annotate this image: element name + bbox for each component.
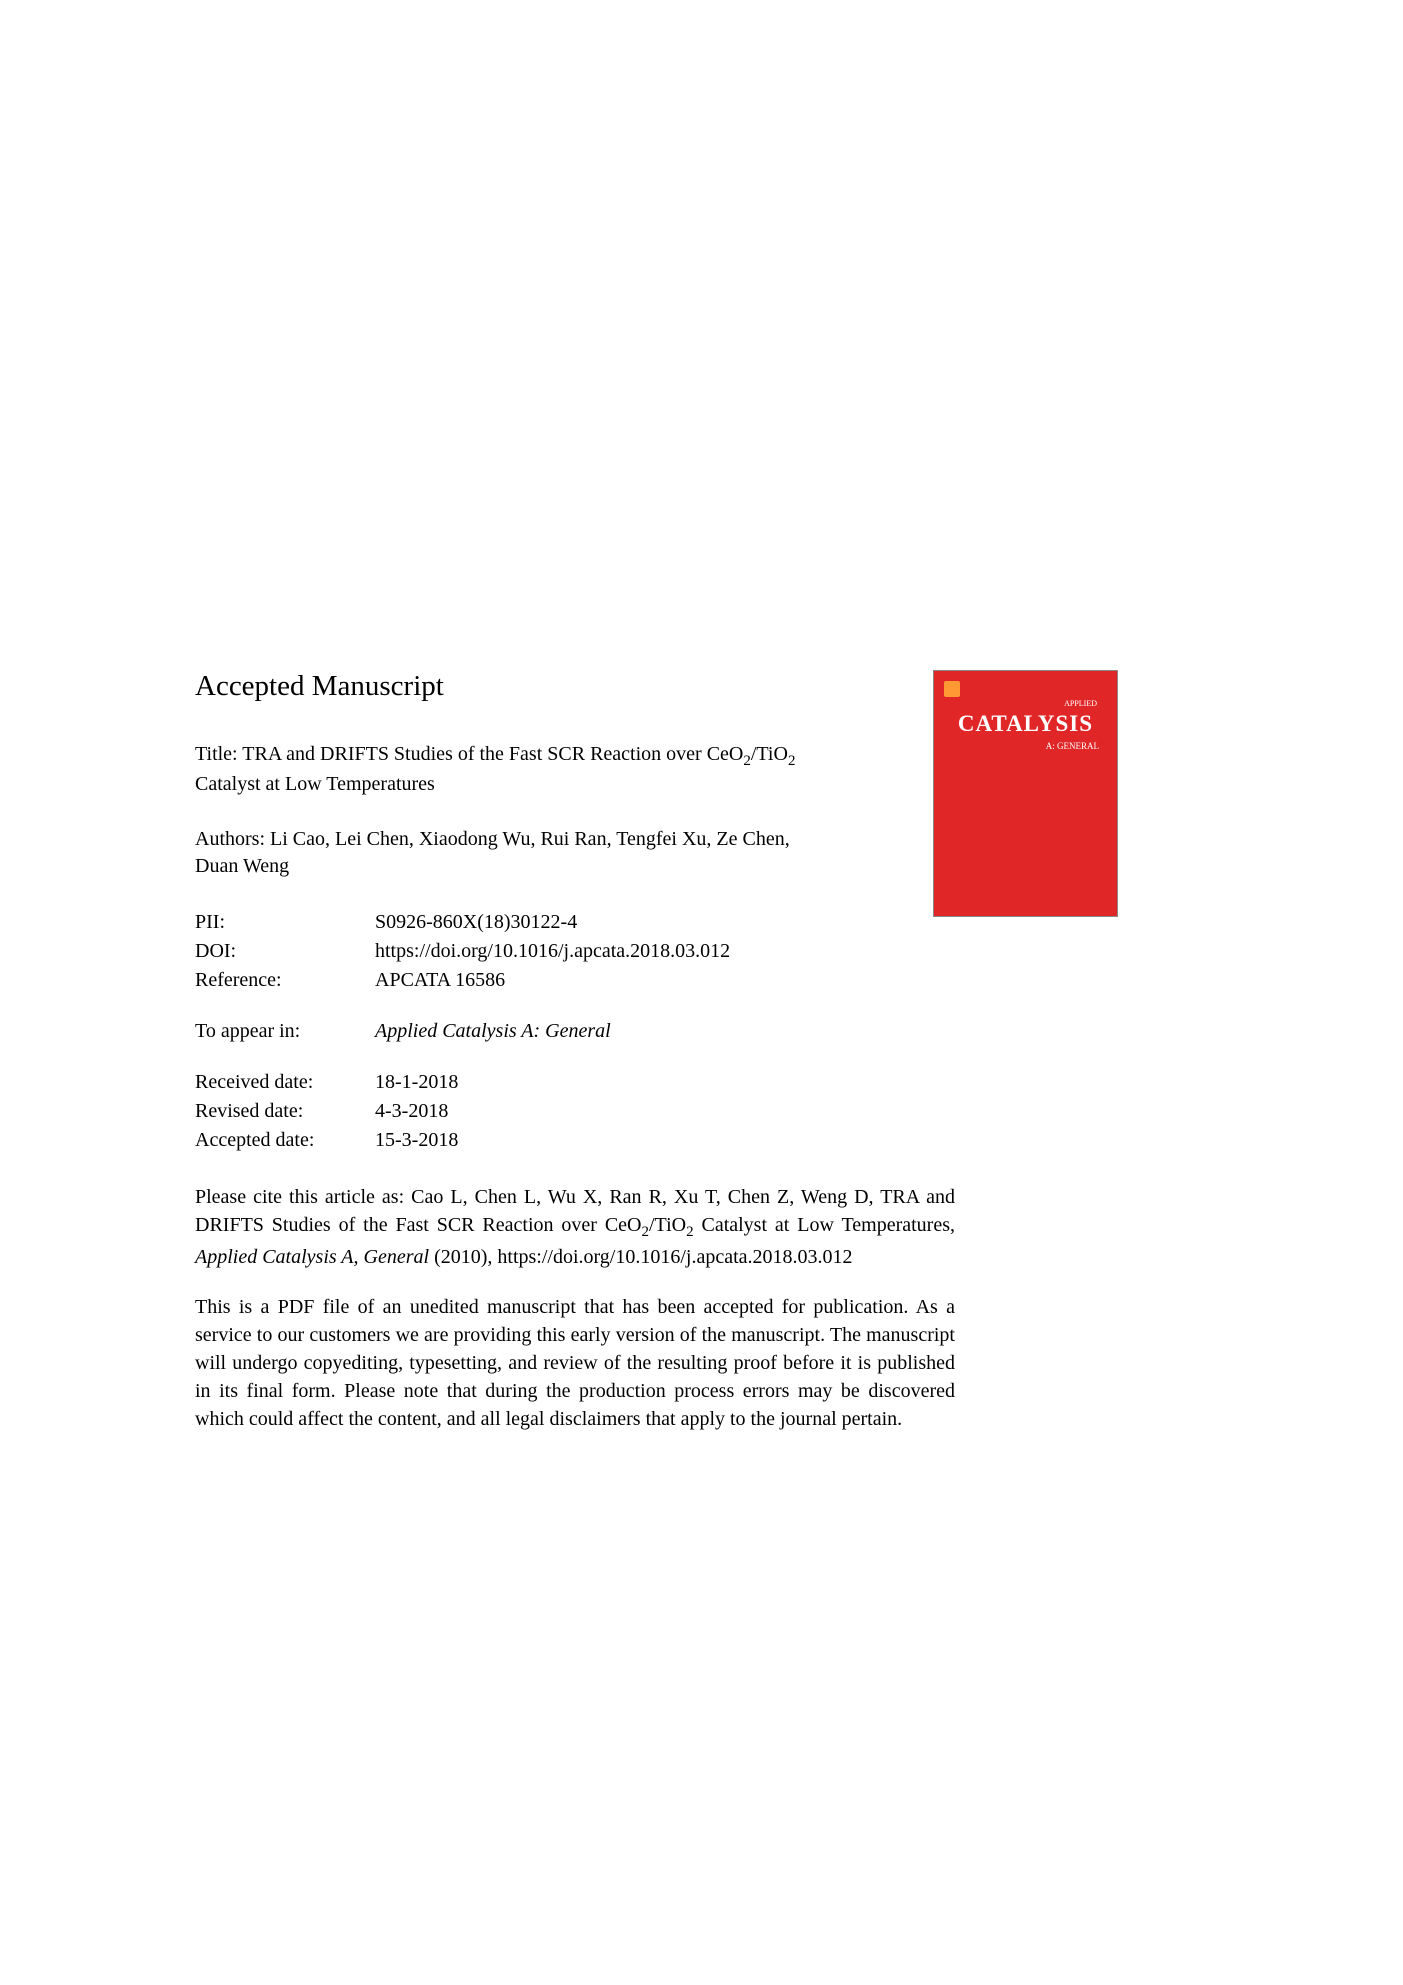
revised-date-label: Revised date: (195, 1097, 375, 1126)
appear-in-section: To appear in: Applied Catalysis A: Gener… (195, 1017, 1205, 1046)
accepted-date-label: Accepted date: (195, 1126, 375, 1155)
dates-table: Received date: 18-1-2018 Revised date: 4… (195, 1068, 1205, 1155)
disclaimer-text: This is a PDF file of an unedited manusc… (195, 1293, 955, 1433)
citation-part4: (2010), https://doi.org/10.1016/j.apcata… (429, 1246, 852, 1268)
manuscript-title: Title: TRA and DRIFTS Studies of the Fas… (195, 741, 815, 798)
metadata-table: PII: S0926-860X(18)30122-4 DOI: https://… (195, 908, 1205, 995)
table-row: Revised date: 4-3-2018 (195, 1097, 1205, 1126)
cover-footer (934, 886, 1117, 906)
received-date-value: 18-1-2018 (375, 1068, 1205, 1097)
table-row: Reference: APCATA 16586 (195, 966, 1205, 995)
cover-applied-label: APPLIED (1064, 699, 1097, 708)
appear-value: Applied Catalysis A: General (375, 1017, 611, 1046)
appear-label: To appear in: (195, 1017, 375, 1046)
citation-part3: Catalyst at Low Temperatures, (694, 1214, 955, 1236)
reference-value: APCATA 16586 (375, 966, 1205, 995)
citation-journal: Applied Catalysis A, General (195, 1246, 429, 1268)
elsevier-logo-icon (944, 681, 960, 697)
manuscript-authors: Authors: Li Cao, Lei Chen, Xiaodong Wu, … (195, 826, 815, 880)
table-row: DOI: https://doi.org/10.1016/j.apcata.20… (195, 937, 1205, 966)
cover-publisher-logo (944, 681, 960, 700)
manuscript-page: APPLIED CATALYSIS A: GENERAL Accepted Ma… (195, 670, 1205, 1433)
title-text-mid: /TiO (751, 743, 788, 765)
cover-main-title: CATALYSIS (934, 711, 1117, 737)
reference-label: Reference: (195, 966, 375, 995)
doi-label: DOI: (195, 937, 375, 966)
citation-sub1: 2 (642, 1224, 650, 1240)
title-subscript-1: 2 (743, 753, 751, 769)
title-text-suffix: Catalyst at Low Temperatures (195, 773, 435, 795)
cover-subtitle: A: GENERAL (1046, 741, 1099, 751)
title-subscript-2: 2 (788, 753, 796, 769)
title-text-prefix: Title: TRA and DRIFTS Studies of the Fas… (195, 743, 743, 765)
journal-cover-thumbnail: APPLIED CATALYSIS A: GENERAL (933, 670, 1118, 917)
pii-label: PII: (195, 908, 375, 937)
accepted-date-value: 15-3-2018 (375, 1126, 1205, 1155)
table-row: Accepted date: 15-3-2018 (195, 1126, 1205, 1155)
revised-date-value: 4-3-2018 (375, 1097, 1205, 1126)
doi-value: https://doi.org/10.1016/j.apcata.2018.03… (375, 937, 1205, 966)
received-date-label: Received date: (195, 1068, 375, 1097)
citation-sub2: 2 (686, 1224, 694, 1240)
table-row: Received date: 18-1-2018 (195, 1068, 1205, 1097)
citation-text: Please cite this article as: Cao L, Chen… (195, 1183, 955, 1271)
citation-part2: /TiO (649, 1214, 686, 1236)
